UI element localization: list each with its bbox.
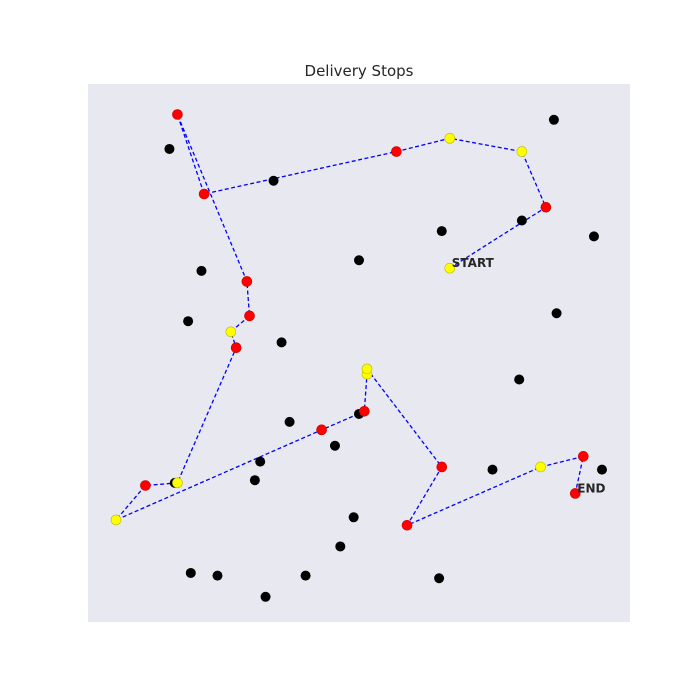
highlighted-stop-point (516, 146, 528, 157)
other-points-layer (164, 114, 607, 602)
unvisited-stop-point (588, 231, 599, 242)
unvisited-stop-point (548, 114, 559, 125)
unvisited-stop-point (514, 374, 525, 385)
unvisited-stop-point (434, 573, 445, 584)
unvisited-stop-point (335, 541, 346, 552)
chart-title: Delivery Stops (305, 62, 414, 80)
unvisited-stop-point (596, 464, 607, 475)
route-stop-point (241, 276, 253, 287)
unvisited-stop-point (185, 567, 196, 578)
highlighted-stop-point (110, 514, 122, 526)
route-stop-point (436, 461, 448, 473)
unvisited-stop-point (212, 570, 223, 581)
route-stop-point (569, 488, 581, 499)
unvisited-stop-point (196, 265, 207, 276)
route-stop-point (244, 310, 255, 322)
end-label: END (577, 481, 605, 495)
plot-area (88, 84, 630, 622)
unvisited-stop-point (255, 456, 266, 467)
unvisited-stop-point (164, 143, 175, 154)
highlighted-stop-point (172, 477, 183, 489)
unvisited-stop-point (300, 570, 311, 581)
unvisited-stop-point (487, 464, 498, 475)
unvisited-stop-point (276, 337, 287, 348)
route-stop-point (577, 451, 589, 462)
unvisited-stop-point (436, 226, 447, 237)
highlighted-stop-point (361, 363, 373, 375)
unvisited-stop-point (268, 175, 279, 186)
unvisited-stop-point (249, 475, 260, 486)
unvisited-stop-point (260, 591, 271, 602)
highlighted-stop-point (444, 133, 456, 144)
highlighted-stop-point (444, 262, 456, 274)
start-label: START (452, 256, 495, 270)
route-stop-point (359, 405, 370, 417)
route-stop-point (172, 109, 183, 120)
annotation-layer: START END (452, 256, 606, 495)
highlighted-stop-point (535, 461, 546, 473)
unvisited-stop-point (348, 512, 359, 523)
unvisited-stop-point (354, 255, 364, 266)
route-stop-point (140, 480, 151, 491)
route-stop-point (198, 188, 210, 200)
route-points-layer (110, 109, 589, 531)
highlighted-stop-point (225, 326, 237, 338)
unvisited-stop-point (516, 215, 527, 226)
unvisited-stop-point (183, 316, 194, 327)
route-line-layer (115, 114, 585, 527)
route-line (115, 114, 585, 527)
route-stop-point (401, 519, 413, 531)
unvisited-stop-point (329, 440, 340, 451)
route-stop-point (540, 201, 552, 213)
unvisited-stop-point (551, 308, 562, 319)
route-stop-point (391, 146, 402, 157)
route-stop-point (230, 342, 242, 354)
route-stop-point (316, 424, 327, 436)
unvisited-stop-point (284, 416, 295, 427)
